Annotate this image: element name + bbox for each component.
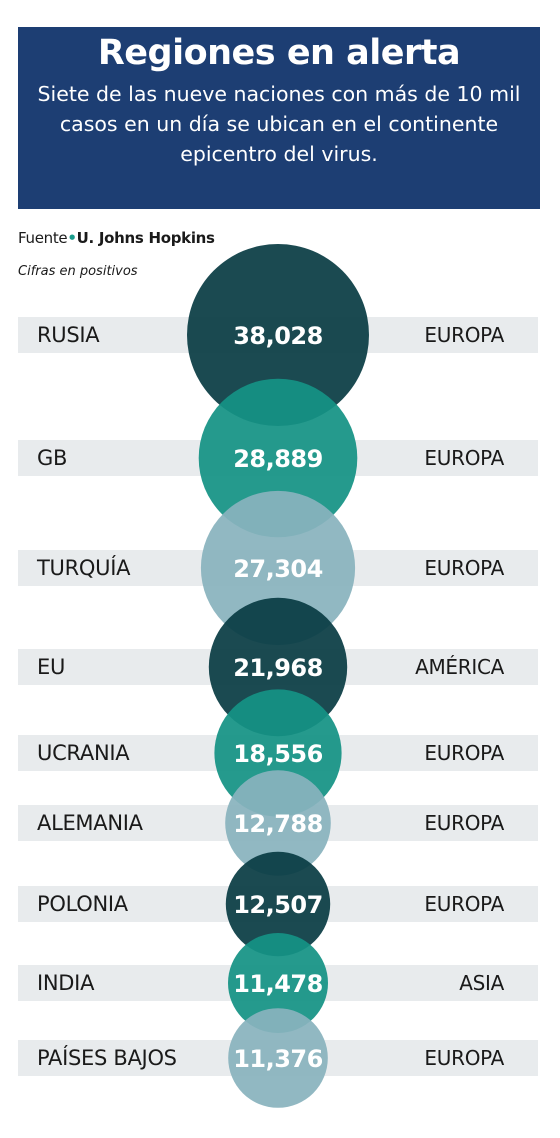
- region-label: EUROPA: [424, 323, 504, 347]
- country-label: EU: [37, 655, 66, 679]
- region-label: AMÉRICA: [415, 655, 504, 679]
- region-label: EUROPA: [424, 892, 504, 916]
- region-label: EUROPA: [424, 1046, 504, 1070]
- value-label: 28,889: [233, 445, 323, 473]
- country-label: INDIA: [37, 971, 95, 995]
- source-line: Fuente•U. Johns Hopkins: [18, 229, 215, 247]
- bubble-mark: [198, 378, 358, 538]
- country-label: ALEMANIA: [37, 811, 143, 835]
- source-label: Fuente: [18, 229, 68, 247]
- bubble-mark: [200, 490, 356, 646]
- region-label: EUROPA: [424, 811, 504, 835]
- header-banner: Regiones en alerta Siete de las nueve na…: [18, 27, 540, 209]
- bubble-mark: [228, 1008, 328, 1108]
- units-note: Cifras en positivos: [18, 264, 138, 279]
- country-label: UCRANIA: [37, 741, 130, 765]
- bubble-mark: [225, 851, 331, 957]
- country-label: GB: [37, 446, 68, 470]
- bubble-mark: [187, 244, 369, 426]
- country-label: TURQUÍA: [37, 556, 131, 580]
- value-label: 11,478: [233, 970, 323, 998]
- region-label: ASIA: [459, 971, 504, 995]
- value-label: 18,556: [233, 740, 323, 768]
- source-name: U. Johns Hopkins: [76, 229, 215, 247]
- country-label: RUSIA: [37, 323, 100, 347]
- value-label: 12,507: [233, 891, 323, 919]
- chart-subtitle: Siete de las nueve naciones con más de 1…: [37, 82, 521, 166]
- chart-title: Regiones en alerta: [97, 33, 461, 73]
- country-label: POLONIA: [37, 892, 128, 916]
- bubble-mark: [225, 770, 331, 876]
- value-label: 11,376: [233, 1045, 323, 1073]
- region-label: EUROPA: [424, 556, 504, 580]
- bullet-icon: •: [67, 229, 77, 247]
- value-label: 12,788: [233, 810, 323, 838]
- bubble-mark: [228, 933, 328, 1033]
- value-label: 27,304: [233, 555, 323, 583]
- value-label: 21,968: [233, 654, 323, 682]
- region-label: EUROPA: [424, 446, 504, 470]
- value-label: 38,028: [233, 322, 323, 350]
- country-label: PAÍSES BAJOS: [37, 1046, 177, 1070]
- region-label: EUROPA: [424, 741, 504, 765]
